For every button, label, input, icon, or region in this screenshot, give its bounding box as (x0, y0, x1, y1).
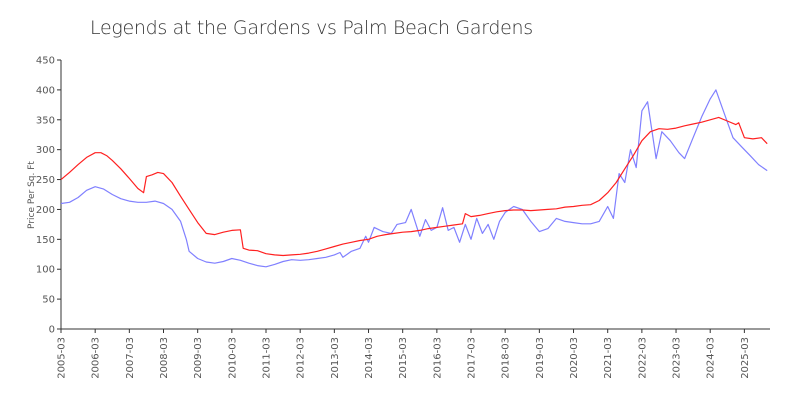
x-tick-label: 2016-03 (432, 337, 443, 379)
y-tick-label: 200 (36, 205, 55, 216)
y-tick-label: 400 (36, 85, 55, 96)
x-tick-label: 2009-03 (193, 337, 204, 379)
y-axis-title: Price Per Sq. Ft (27, 161, 37, 229)
x-tick-label: 2007-03 (125, 337, 136, 379)
y-tick-label: 50 (42, 295, 55, 306)
x-tick-label: 2014-03 (364, 337, 375, 379)
y-tick-label: 150 (36, 235, 55, 246)
x-tick-label: 2008-03 (159, 337, 170, 379)
x-tick-label: 2022-03 (637, 337, 648, 379)
x-tick-label: 2013-03 (330, 337, 341, 379)
x-tick-label: 2011-03 (262, 337, 273, 379)
chart-title: Legends at the Gardens vs Palm Beach Gar… (90, 17, 533, 39)
y-tick-label: 250 (36, 175, 55, 186)
x-tick-label: 2015-03 (398, 337, 409, 379)
y-tick-label: 350 (36, 115, 55, 126)
x-tick-label: 2021-03 (603, 337, 614, 379)
x-tick-label: 2006-03 (91, 337, 102, 379)
x-tick-label: 2012-03 (296, 337, 307, 379)
x-tick-label: 2023-03 (672, 337, 683, 379)
y-tick-label: 0 (49, 325, 55, 336)
x-tick-label: 2025-03 (740, 337, 751, 379)
series-line-0 (60, 116, 768, 257)
x-tick-label: 2024-03 (706, 337, 717, 379)
x-tick-label: 2018-03 (501, 337, 512, 379)
x-tick-label: 2020-03 (569, 337, 580, 379)
x-tick-label: 2005-03 (57, 337, 68, 379)
series-line-1 (60, 89, 768, 268)
y-tick-label: 450 (36, 56, 55, 67)
x-tick-label: 2019-03 (535, 337, 546, 379)
y-tick-label: 300 (36, 145, 55, 156)
x-tick-label: 2010-03 (227, 337, 238, 379)
x-tick-label: 2017-03 (467, 337, 478, 379)
y-tick-label: 100 (36, 265, 55, 276)
